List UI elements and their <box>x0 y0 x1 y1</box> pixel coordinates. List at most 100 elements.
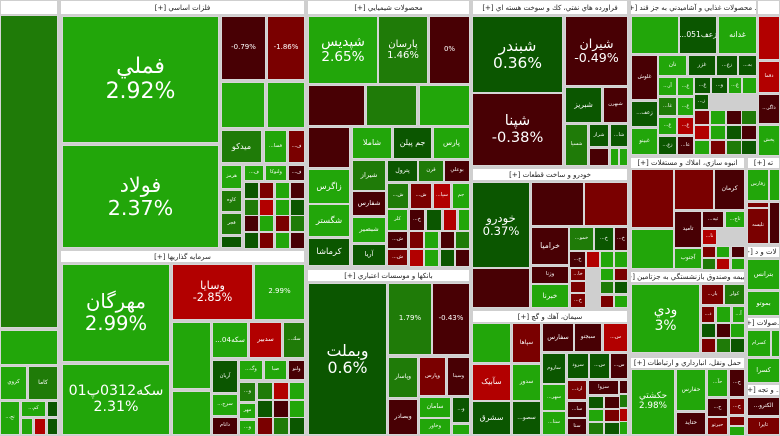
stock-tile[interactable]: و... <box>711 77 728 94</box>
stock-tile-small[interactable] <box>589 148 609 166</box>
stock-tile[interactable]: شيراز <box>352 160 386 191</box>
stock-tile-small[interactable] <box>726 140 742 155</box>
stock-tile[interactable]: هرمز <box>221 165 242 189</box>
stock-tile-small[interactable] <box>694 110 710 125</box>
stock-tile-small[interactable] <box>257 400 273 418</box>
stock-tile[interactable]: شبريز <box>565 87 602 123</box>
stock-tile-small[interactable] <box>731 258 745 270</box>
stock-tile[interactable]: تج... <box>0 401 20 435</box>
stock-tile[interactable]: مهرگان 2.99% <box>62 264 170 362</box>
stock-tile[interactable]: زع... <box>658 136 677 155</box>
stock-tile[interactable]: كسرا <box>747 358 780 383</box>
stock-tile-small[interactable] <box>614 268 628 281</box>
stock-tile[interactable]: سپاها <box>512 323 541 363</box>
stock-tile[interactable]: ش... <box>387 183 409 209</box>
stock-tile[interactable]: سپا... <box>433 183 451 209</box>
stock-tile[interactable]: غزر <box>688 55 716 76</box>
stock-tile-small[interactable] <box>614 251 628 268</box>
stock-tile-small[interactable] <box>726 110 742 125</box>
stock-tile-small[interactable] <box>729 416 745 426</box>
stock-tile[interactable]: كلر <box>387 209 408 231</box>
stock-tile[interactable]: پارس <box>433 127 470 159</box>
stock-tile[interactable]: ولنوكا <box>265 165 287 181</box>
stock-tile[interactable]: خا... <box>570 268 586 281</box>
stock-tile-small[interactable] <box>273 400 289 418</box>
stock-tile[interactable]: بترانس <box>747 259 780 290</box>
stock-tile-small[interactable] <box>619 408 628 422</box>
stock-tile[interactable]: سبجنو <box>574 323 602 352</box>
stock-tile-small[interactable] <box>0 330 58 365</box>
stock-tile[interactable]: سفارس <box>542 323 574 352</box>
stock-tile[interactable]: آر... <box>658 77 677 96</box>
stock-tile[interactable]: خ... <box>614 227 628 251</box>
stock-tile-small[interactable] <box>716 338 731 353</box>
stock-tile[interactable]: غ... <box>658 117 677 135</box>
stock-tile-small[interactable] <box>289 417 305 435</box>
stock-tile[interactable]: نان <box>658 55 687 76</box>
sector-header-partial[interactable]: ...صولات [+] <box>747 317 780 329</box>
stock-tile-small[interactable] <box>308 127 350 168</box>
stock-tile-small[interactable] <box>221 236 242 248</box>
stock-tile-small[interactable] <box>588 409 604 422</box>
stock-tile[interactable]: كاوه <box>221 190 242 212</box>
stock-tile-small[interactable] <box>701 323 716 338</box>
stock-tile-small[interactable] <box>771 330 780 357</box>
stock-tile[interactable]: ف... <box>244 165 264 181</box>
stock-tile-small[interactable] <box>588 396 604 409</box>
stock-tile[interactable]: سرود <box>567 353 589 379</box>
sector-header-chemicals[interactable]: محصولات شيميايي [+] <box>307 0 470 15</box>
stock-tile-small[interactable] <box>716 258 730 270</box>
stock-tile-small[interactable] <box>716 323 731 338</box>
stock-tile-small[interactable] <box>221 82 265 128</box>
stock-tile[interactable]: آريان <box>212 360 238 393</box>
stock-tile-small[interactable] <box>731 246 745 258</box>
stock-tile-small[interactable] <box>275 199 290 216</box>
stock-tile[interactable]: كسرام <box>747 330 771 357</box>
stock-tile[interactable]: كم... <box>21 401 46 417</box>
stock-tile[interactable]: زاگرس <box>308 169 350 204</box>
stock-tile-small[interactable] <box>588 422 604 435</box>
stock-tile[interactable]: ثيه... <box>702 211 724 228</box>
stock-tile-small[interactable] <box>710 125 726 140</box>
stock-tile-small[interactable] <box>710 140 726 155</box>
stock-tile-small[interactable] <box>267 82 305 128</box>
stock-tile-small[interactable] <box>290 215 305 232</box>
stock-tile-small[interactable] <box>458 209 470 231</box>
stock-tile-small[interactable] <box>244 232 259 249</box>
stock-tile[interactable]: فجر <box>221 213 242 235</box>
sector-header-right[interactable] <box>757 0 780 15</box>
stock-tile[interactable]: دقما <box>758 61 780 93</box>
sector-header-banks[interactable]: بانكها و موسسات اعتباري [+] <box>307 269 470 282</box>
stock-tile-small[interactable] <box>631 229 674 269</box>
stock-tile-small[interactable] <box>244 199 259 216</box>
stock-tile[interactable]: سصو... <box>512 401 541 435</box>
stock-tile-small[interactable] <box>586 251 600 268</box>
stock-tile-small[interactable] <box>769 169 780 201</box>
stock-tile-small[interactable] <box>726 125 742 140</box>
stock-tile[interactable]: -0.79% <box>221 16 266 80</box>
stock-tile[interactable]: آريا <box>352 244 386 266</box>
stock-tile-small[interactable] <box>275 232 290 249</box>
stock-tile[interactable]: ودي 3% <box>631 284 700 353</box>
stock-tile[interactable]: ذاگر... <box>758 94 780 124</box>
stock-tile-small[interactable] <box>702 258 716 270</box>
stock-tile-small[interactable] <box>600 251 614 268</box>
stock-tile[interactable]: ميدكو <box>221 130 262 163</box>
stock-tile[interactable]: شگستر <box>308 204 350 237</box>
stock-tile[interactable]: ستا <box>567 418 587 435</box>
stock-tile-small[interactable] <box>275 182 290 199</box>
stock-tile[interactable]: شا... <box>610 124 628 147</box>
stock-tile-small[interactable] <box>259 232 274 249</box>
stock-tile[interactable]: غلوش <box>631 55 658 100</box>
stock-tile-small[interactable] <box>172 391 211 435</box>
stock-tile[interactable]: 2.99% <box>254 264 305 320</box>
stock-tile-small[interactable] <box>47 418 58 435</box>
stock-tile[interactable]: ح... <box>707 398 728 417</box>
stock-tile[interactable]: جم <box>452 183 470 209</box>
stock-tile[interactable]: غبينو <box>631 128 658 155</box>
stock-tile[interactable]: كولر <box>724 284 745 305</box>
stock-tile[interactable]: شپنا -0.38% <box>472 93 563 166</box>
stock-tile-small[interactable] <box>619 394 628 408</box>
stock-tile[interactable]: سا... <box>567 401 587 418</box>
stock-tile[interactable]: سدور <box>512 364 541 401</box>
